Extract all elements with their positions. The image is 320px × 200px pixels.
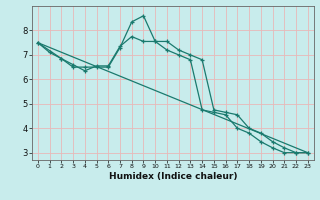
X-axis label: Humidex (Indice chaleur): Humidex (Indice chaleur) bbox=[108, 172, 237, 181]
